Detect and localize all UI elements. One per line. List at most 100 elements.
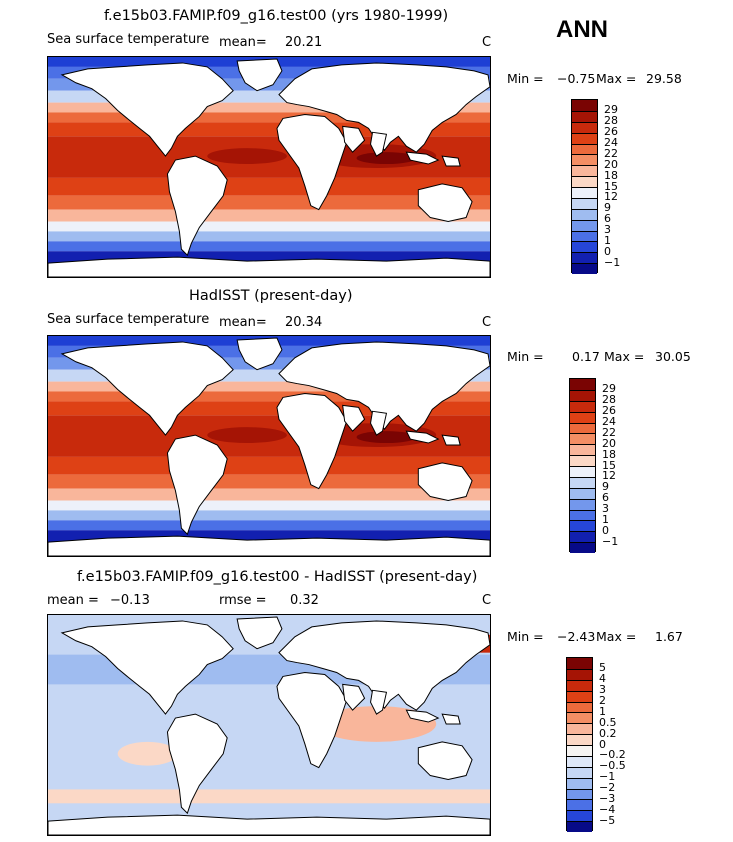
max-value: 30.05 bbox=[655, 349, 691, 364]
colorbar-label: −5 bbox=[599, 813, 616, 827]
colorbar-swatch bbox=[567, 777, 592, 789]
colorbar-swatch bbox=[570, 509, 595, 521]
colorbar-label: 18 bbox=[602, 447, 616, 461]
units-label: C bbox=[482, 35, 492, 50]
colorbar-swatch bbox=[570, 466, 595, 477]
mean-value: −0.13 bbox=[110, 593, 150, 608]
colorbar-label: −1 bbox=[604, 255, 621, 269]
colorbar-swatch bbox=[572, 252, 597, 264]
colorbar-label: −1 bbox=[599, 770, 616, 784]
colorbar-swatch bbox=[567, 788, 592, 800]
colorbar-swatch bbox=[567, 734, 592, 745]
colorbar-swatch bbox=[570, 531, 595, 543]
min-value: 0.17 bbox=[572, 349, 600, 364]
colorbar-swatch bbox=[570, 422, 595, 434]
colorbar-swatch bbox=[567, 690, 592, 702]
colorbar-swatch bbox=[567, 745, 592, 756]
colorbar-swatch bbox=[570, 379, 595, 390]
colorbar-label: 9 bbox=[604, 201, 611, 215]
mean-label: mean= bbox=[219, 35, 267, 50]
colorbar-label: 0.2 bbox=[599, 726, 617, 740]
colorbar-swatch bbox=[570, 487, 595, 499]
colorbar-label: 15 bbox=[602, 458, 616, 472]
max-label: Max = bbox=[596, 629, 637, 644]
max-value: 29.58 bbox=[646, 71, 682, 86]
mean-label: mean = bbox=[47, 593, 99, 608]
colorbar-label: 24 bbox=[602, 415, 616, 428]
colorbar-label: −1 bbox=[602, 534, 619, 548]
colorbar-label: 24 bbox=[604, 136, 618, 149]
colorbar-label: 0.5 bbox=[599, 715, 617, 729]
colorbar-swatch bbox=[570, 411, 595, 423]
colorbar-label: 0 bbox=[599, 737, 606, 751]
panel-title: f.e15b03.FAMIP.f09_g16.test00 (yrs 1980-… bbox=[104, 8, 449, 24]
min-label: Min = bbox=[507, 349, 544, 364]
colorbar-label: 12 bbox=[602, 469, 616, 483]
colorbar-swatch bbox=[572, 176, 597, 187]
colorbar-label: 28 bbox=[602, 393, 616, 407]
colorbar-swatch bbox=[572, 121, 597, 133]
mean-value: 20.34 bbox=[285, 315, 323, 330]
colorbar-label: 3 bbox=[599, 683, 606, 697]
colorbar-label: 15 bbox=[604, 179, 618, 193]
colorbar-swatch bbox=[572, 100, 597, 111]
units-label: C bbox=[482, 315, 492, 330]
max-label: Max = bbox=[596, 71, 637, 86]
colorbar-swatch bbox=[572, 110, 597, 122]
colorbar-label: 3 bbox=[604, 223, 611, 236]
colorbar-swatch bbox=[572, 197, 597, 209]
rmse-value: 0.32 bbox=[290, 593, 319, 608]
max-value: 1.67 bbox=[655, 629, 683, 644]
colorbar-label: 20 bbox=[602, 436, 616, 450]
colorbar-label: 1 bbox=[602, 512, 609, 526]
colorbar-label: 4 bbox=[599, 672, 606, 686]
colorbar-swatch bbox=[570, 389, 595, 401]
colorbar-swatch bbox=[567, 658, 592, 669]
colorbar-label: 26 bbox=[604, 125, 618, 139]
colorbar-swatch bbox=[567, 821, 592, 832]
colorbar-swatch bbox=[567, 679, 592, 691]
colorbar-label: 0 bbox=[602, 523, 609, 537]
colorbar-swatch bbox=[570, 400, 595, 412]
colorbar bbox=[571, 99, 598, 274]
colorbar-label: −0.5 bbox=[599, 759, 626, 773]
colorbar-label: 18 bbox=[604, 168, 618, 182]
sst-map bbox=[47, 335, 491, 557]
mean-value: 20.21 bbox=[285, 35, 323, 50]
colorbar-label: 1 bbox=[604, 233, 611, 247]
min-label: Min = bbox=[507, 629, 544, 644]
colorbar-swatch bbox=[567, 766, 592, 778]
variable-label: Sea surface temperature bbox=[47, 312, 210, 327]
colorbar-label: 6 bbox=[604, 212, 611, 226]
colorbar-label: 3 bbox=[602, 502, 609, 515]
colorbar-swatch bbox=[567, 712, 592, 724]
panel-title: HadISST (present-day) bbox=[189, 288, 353, 304]
colorbar-label: 9 bbox=[602, 480, 609, 494]
sst-difference-map bbox=[47, 614, 491, 836]
colorbar-swatch bbox=[570, 542, 595, 553]
colorbar-label: 6 bbox=[602, 491, 609, 505]
colorbar-swatch bbox=[572, 165, 597, 177]
colorbar-label: 0 bbox=[604, 244, 611, 258]
colorbar-swatch bbox=[570, 455, 595, 466]
min-value: −2.43 bbox=[557, 629, 596, 644]
colorbar-swatch bbox=[570, 433, 595, 445]
colorbar-label: −3 bbox=[599, 791, 616, 805]
colorbar-label: 5 bbox=[599, 661, 606, 675]
season-label: ANN bbox=[556, 16, 608, 43]
colorbar-label: 22 bbox=[604, 146, 618, 160]
colorbar-swatch bbox=[572, 187, 597, 198]
colorbar-swatch bbox=[567, 701, 592, 713]
colorbar-label: 1 bbox=[599, 704, 606, 718]
colorbar-label: 20 bbox=[604, 157, 618, 171]
colorbar-label: 22 bbox=[602, 425, 616, 439]
panel-title: f.e15b03.FAMIP.f09_g16.test00 - HadISST … bbox=[77, 569, 478, 585]
colorbar bbox=[566, 657, 593, 832]
colorbar-label: −2 bbox=[599, 781, 616, 794]
colorbar-swatch bbox=[567, 668, 592, 680]
colorbar-swatch bbox=[572, 143, 597, 155]
colorbar-label: −0.2 bbox=[599, 748, 626, 762]
colorbar-swatch bbox=[567, 755, 592, 767]
min-value: −0.75 bbox=[557, 71, 596, 86]
colorbar-swatch bbox=[572, 263, 597, 274]
